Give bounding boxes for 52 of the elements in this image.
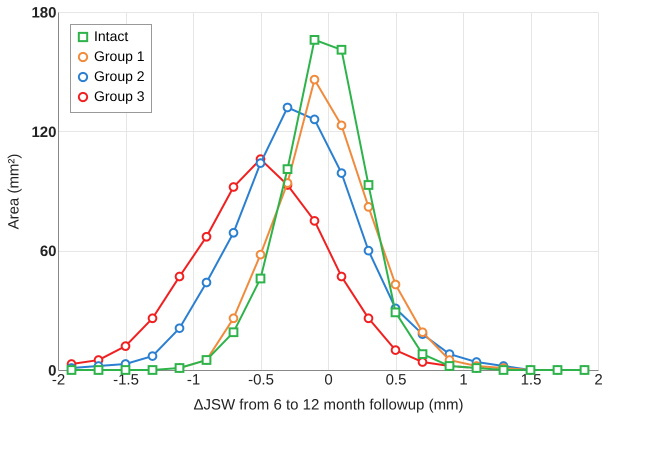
point — [228, 182, 238, 192]
point — [364, 180, 374, 190]
point — [256, 274, 266, 284]
point — [364, 202, 374, 212]
point — [202, 278, 212, 288]
point — [120, 341, 130, 351]
x-tick-label: 0.5 — [386, 372, 406, 388]
point — [120, 365, 130, 375]
point — [228, 228, 238, 238]
point — [174, 323, 184, 334]
x-tick-label: -1.5 — [113, 372, 139, 388]
point — [174, 272, 184, 282]
point — [310, 114, 320, 124]
x-tick-label: -0.5 — [248, 372, 274, 388]
y-tick-label: 120 — [31, 124, 56, 141]
point — [310, 216, 320, 226]
point — [256, 158, 266, 168]
point — [148, 313, 158, 324]
point — [390, 345, 400, 355]
point — [228, 313, 238, 324]
x-tick-label: 0 — [324, 372, 333, 388]
legend-label: Group 3 — [94, 88, 145, 104]
x-tick-label: 1 — [459, 372, 468, 388]
x-tick-label: 2 — [594, 372, 603, 388]
point — [282, 102, 292, 112]
point — [148, 365, 158, 375]
point — [310, 34, 320, 45]
point — [418, 349, 428, 359]
y-tick-label: 60 — [40, 243, 56, 260]
point — [228, 327, 238, 338]
point — [94, 365, 104, 375]
point — [364, 246, 374, 256]
point — [390, 280, 400, 290]
point — [336, 120, 346, 130]
point — [390, 307, 400, 318]
point — [336, 44, 346, 55]
x-axis-title: ΔJSW from 6 to 12 month followup (mm) — [193, 396, 464, 414]
point — [336, 272, 346, 282]
y-tick-label: 180 — [31, 4, 56, 22]
point — [336, 168, 346, 178]
legend-label: Intact — [94, 28, 128, 44]
point — [310, 74, 320, 84]
x-tick-label: 1.5 — [520, 372, 542, 388]
x-tick-label: -1 — [186, 372, 200, 388]
legend-label: Group 2 — [94, 68, 145, 84]
point — [256, 250, 266, 260]
point — [282, 164, 292, 174]
y-axis-title: Area (mm²) — [5, 154, 22, 230]
legend-label: Group 1 — [94, 48, 145, 64]
point — [364, 313, 374, 324]
point — [202, 232, 212, 242]
point — [148, 351, 158, 361]
